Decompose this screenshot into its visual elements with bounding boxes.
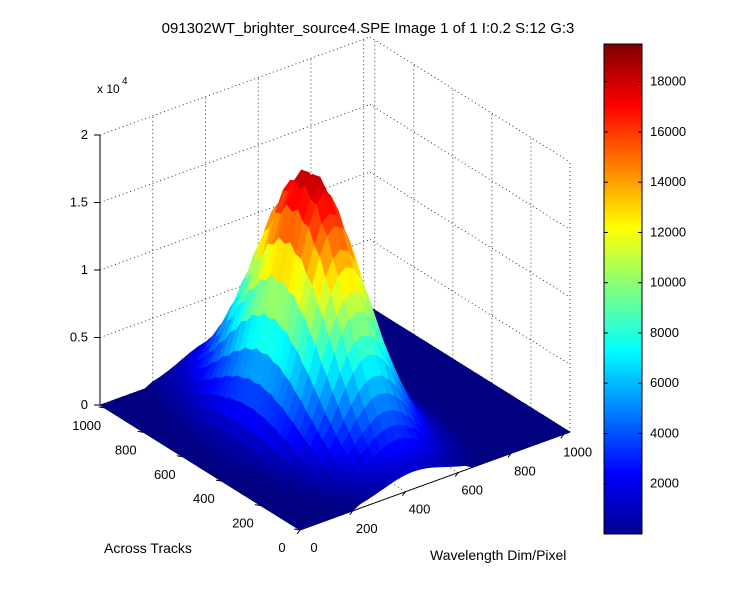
colorbar-tick-label: 8000	[650, 325, 679, 340]
grid-line	[99, 104, 371, 203]
y-tick-mark	[215, 479, 222, 482]
x-tick-mark	[454, 472, 459, 477]
y-axis-label: Across Tracks	[104, 540, 192, 556]
grid-line	[369, 104, 571, 230]
colorbar-tick-label: 2000	[650, 476, 679, 491]
z-tick-label: 1.5	[70, 195, 88, 210]
grid-line	[99, 36, 371, 136]
grid-line	[369, 171, 571, 298]
grid-line	[369, 36, 571, 163]
colorbar	[603, 43, 643, 535]
y-tick-mark	[293, 528, 301, 531]
y-tick-mark	[176, 455, 183, 458]
x-tick-label: 1000	[563, 444, 592, 459]
x-tick-label: 200	[356, 521, 378, 536]
x-tick-mark	[507, 453, 512, 458]
y-tick-label: 0	[278, 540, 285, 555]
colorbar-tick-label: 16000	[650, 124, 686, 139]
z-exponent-label: x 10	[97, 82, 120, 96]
z-exponent-power: 4	[122, 76, 128, 87]
surface-cell	[293, 523, 309, 531]
x-tick-label: 600	[461, 483, 483, 498]
x-tick-label: 0	[310, 540, 317, 555]
x-tick-label: 800	[514, 463, 536, 478]
grid-line	[369, 239, 571, 365]
y-tick-label: 400	[193, 491, 215, 506]
y-tick-mark	[98, 406, 105, 409]
x-tick-mark	[402, 491, 406, 497]
x-tick-label: 400	[409, 502, 431, 517]
y-tick-label: 1000	[72, 418, 101, 433]
y-tick-label: 800	[115, 442, 137, 457]
colorbar-tick-label: 10000	[650, 275, 686, 290]
colorbar-tick-label: 12000	[650, 224, 686, 239]
surface-plot	[99, 169, 571, 531]
z-tick-label: 0	[81, 397, 88, 412]
chart-title: 091302WT_brighter_source4.SPE Image 1 of…	[162, 20, 575, 37]
x-tick-mark	[296, 529, 301, 535]
colorbar-tick-label: 14000	[650, 174, 686, 189]
colorbar-tick-label: 4000	[650, 425, 679, 440]
z-tick-label: 2	[81, 127, 88, 142]
z-tick-label: 1	[81, 262, 88, 277]
z-tick-label: 0.5	[70, 330, 88, 345]
colorbar-tick-label: 6000	[650, 375, 679, 390]
y-tick-label: 600	[154, 467, 176, 482]
y-tick-mark	[137, 430, 144, 433]
x-axis-label: Wavelength Dim/Pixel	[430, 547, 566, 563]
x-tick-mark	[349, 510, 354, 516]
y-tick-mark	[254, 504, 262, 507]
colorbar-tick-label: 18000	[650, 74, 686, 89]
x-tick-mark	[560, 433, 565, 439]
colorbar-ticks: 2000 4000 6000 8000 10000 12000 14000 16000 1800…	[604, 74, 686, 491]
y-tick-label: 200	[232, 516, 254, 531]
